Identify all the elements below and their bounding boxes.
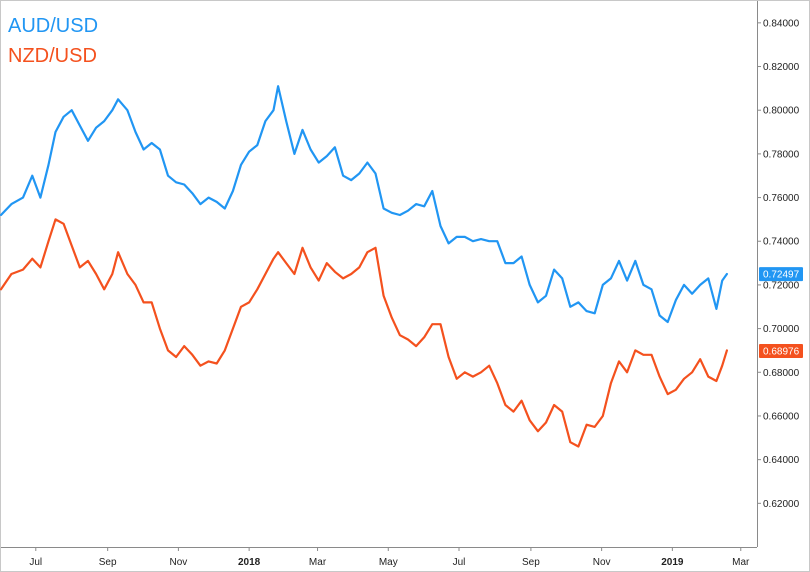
price-tag-aud-usd-label: 0.72497 [763, 270, 800, 281]
x-tick-label: May [379, 557, 398, 568]
x-tick-label: Sep [522, 557, 540, 568]
series-line-nzd-usd [0, 218, 728, 448]
y-tick-label: 0.80000 [763, 106, 800, 117]
y-tick-label: 0.68000 [763, 368, 800, 379]
x-axis-ticks: Jul Sep Nov 2018 Mar May Jul Sep Nov 2019 Mar [29, 547, 750, 568]
price-tag-nzd-usd-label: 0.68976 [763, 347, 800, 358]
x-tick-label: Nov [593, 557, 611, 568]
legend-label-nzd-usd: NZD/USD [8, 45, 97, 67]
y-tick-label: 0.78000 [763, 149, 800, 160]
y-tick-label: 0.74000 [763, 237, 800, 248]
y-tick-label: 0.64000 [763, 455, 800, 466]
legend-label-aud-usd: AUD/USD [8, 15, 98, 37]
x-tick-label: 2018 [238, 557, 261, 568]
y-tick-label: 0.84000 [763, 18, 800, 29]
y-tick-label: 0.70000 [763, 324, 800, 335]
series-lines [0, 85, 728, 448]
price-tag-aud-usd-box [759, 267, 803, 282]
x-tick-label: Jul [453, 557, 466, 568]
y-tick-label: 0.66000 [763, 411, 800, 422]
y-axis-ticks: 0.62000 0.64000 0.66000 0.68000 0.70000 0.720… [757, 18, 800, 510]
y-tick-label: 0.72000 [763, 280, 800, 291]
legend: AUD/USD NZD/USD [8, 15, 98, 67]
x-tick-label: Mar [732, 557, 750, 568]
series-line-aud-usd [0, 85, 728, 324]
x-tick-label: Nov [170, 557, 188, 568]
y-tick-label: 0.76000 [763, 193, 800, 204]
x-tick-label: Sep [99, 557, 117, 568]
x-tick-label: 2019 [661, 557, 684, 568]
price-tag-nzd-usd-box [759, 344, 803, 358]
x-tick-label: Mar [309, 557, 327, 568]
x-tick-label: Jul [29, 557, 42, 568]
y-tick-label: 0.62000 [763, 499, 800, 510]
price-tags: 0.72497 0.68976 [759, 267, 803, 358]
y-tick-label: 0.82000 [763, 62, 800, 73]
